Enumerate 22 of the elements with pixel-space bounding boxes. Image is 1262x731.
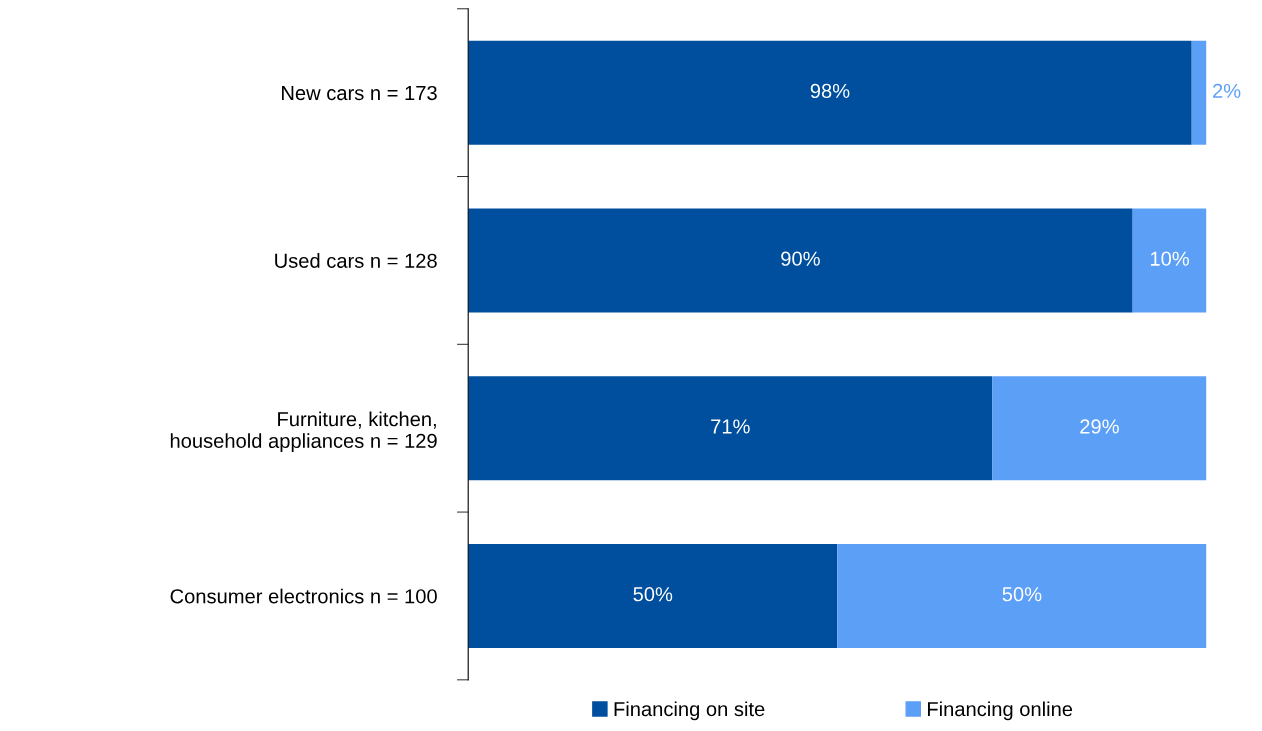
data-label: 10% [1150,251,1189,266]
bar [468,543,838,648]
bar [468,376,993,481]
y-tick-label: Consumer electronics n = 100 [170,588,437,604]
bar [468,208,1133,313]
data-label: 71% [711,419,750,434]
y-tick-label: New cars n = 173 [282,85,437,101]
data-label: 50% [633,587,673,602]
bar [1132,208,1207,313]
y-tick-label: Used cars n = 128 [275,253,437,268]
data-label: 98% [810,83,850,99]
bar [992,376,1207,481]
legend-label: Financing on site [614,701,765,721]
y-tick-label: Furniture, kitchen, household appliances n = 129 [170,411,437,452]
data-label: 2% [1213,83,1241,98]
legend-label: Financing online [927,701,1073,721]
bar [468,40,1192,145]
bar [1191,40,1207,145]
bar [837,543,1207,648]
data-label: 29% [1080,419,1119,434]
data-label: 90% [781,251,820,266]
data-label: 50% [1002,587,1042,602]
